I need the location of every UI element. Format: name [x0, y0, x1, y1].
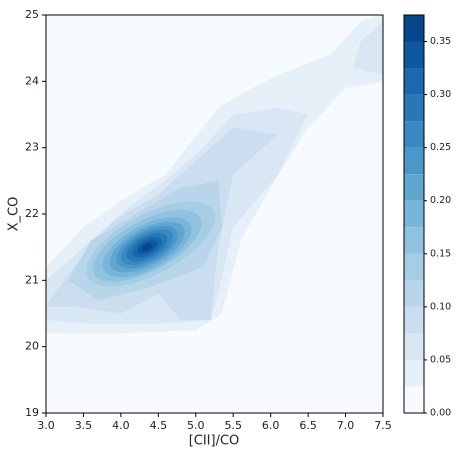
x-tick-label: 5.0 — [187, 419, 205, 432]
colorbar-band — [404, 121, 424, 148]
colorbar-tick-label: 0.10 — [430, 301, 451, 312]
colorbar-band — [404, 15, 424, 42]
x-tick-label: 6.5 — [299, 419, 317, 432]
colorbar-band — [404, 386, 424, 413]
x-axis-label: [CII]/CO — [189, 434, 240, 449]
contour-region — [353, 21, 383, 75]
contour-region — [141, 243, 153, 252]
colorbar-band — [404, 253, 424, 281]
x-tick-label: 7.5 — [374, 419, 392, 432]
colorbar-tick-label: 0.30 — [430, 89, 451, 100]
colorbar-tick-label: 0.20 — [430, 195, 451, 206]
colorbar-band — [404, 68, 424, 95]
colorbar-band — [404, 333, 424, 360]
x-tick-label: 5.5 — [224, 419, 242, 432]
colorbar-band — [404, 174, 424, 201]
x-tick-label: 4.0 — [112, 419, 130, 432]
y-tick-label: 22 — [25, 207, 39, 220]
x-tick-label: 4.5 — [150, 419, 168, 432]
y-tick-label: 20 — [25, 340, 39, 353]
colorbar-band — [404, 94, 424, 122]
colorbar-band — [404, 306, 424, 334]
colorbar-band — [404, 359, 424, 387]
y-tick-label: 25 — [25, 8, 39, 21]
colorbar-tick-label: 0.35 — [430, 36, 451, 47]
y-tick-label: 24 — [25, 74, 39, 87]
x-tick-label: 7.0 — [337, 419, 355, 432]
colorbar-tick-label: 0.05 — [430, 354, 451, 365]
colorbar-tick-label: 0.00 — [430, 408, 451, 419]
x-tick-label: 6.0 — [262, 419, 280, 432]
colorbar-band — [404, 41, 424, 69]
colorbar-band — [404, 227, 424, 254]
colorbar-band — [404, 200, 424, 228]
x-tick-label: 3.0 — [37, 419, 55, 432]
y-axis-label: X_CO — [7, 197, 22, 232]
colorbar-band — [404, 280, 424, 307]
y-tick-label: 19 — [25, 406, 39, 419]
colorbar-frame — [403, 14, 425, 414]
y-tick-label: 21 — [25, 273, 39, 286]
y-tick-label: 23 — [25, 141, 39, 154]
colorbar-tick-label: 0.15 — [430, 248, 451, 259]
colorbar-tick-label: 0.25 — [430, 142, 451, 153]
x-tick-label: 3.5 — [75, 419, 93, 432]
colorbar-band — [404, 147, 424, 175]
